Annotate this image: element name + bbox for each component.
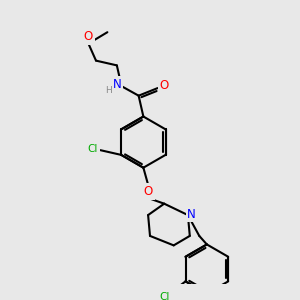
Text: N: N <box>187 208 196 220</box>
Text: H: H <box>105 86 112 95</box>
Text: O: O <box>84 30 93 44</box>
Text: Cl: Cl <box>160 292 170 300</box>
Text: O: O <box>143 185 153 198</box>
Text: N: N <box>112 78 121 91</box>
Text: Cl: Cl <box>88 144 98 154</box>
Text: O: O <box>160 79 169 92</box>
